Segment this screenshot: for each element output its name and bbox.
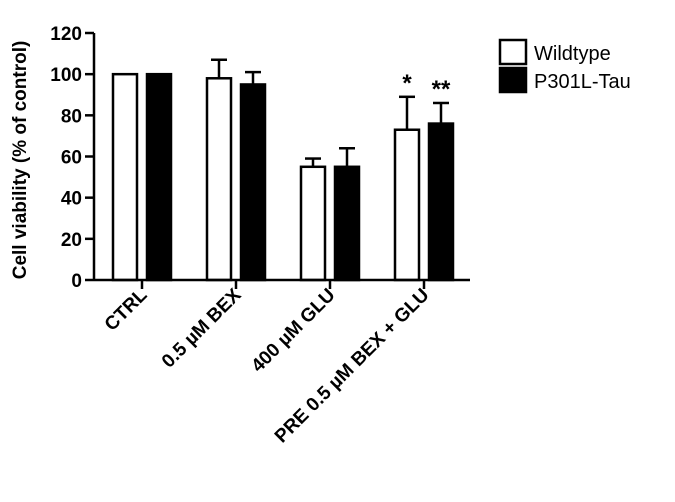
category-label: 0.5 µM BEX bbox=[158, 284, 246, 372]
category-label: PRE 0.5 µM BEX + GLU bbox=[271, 285, 434, 448]
bar-p301l-tau bbox=[333, 165, 361, 282]
y-tick-label: 20 bbox=[61, 230, 82, 251]
significance-annotations: * ** bbox=[402, 70, 451, 103]
y-tick-label: 60 bbox=[61, 148, 82, 169]
y-tick-label: 100 bbox=[50, 65, 82, 86]
significance-marker: * bbox=[402, 70, 412, 97]
legend: Wildtype P301L-Tau bbox=[498, 38, 631, 94]
category-label: 400 µM GLU bbox=[248, 285, 340, 377]
bar-p301l-tau bbox=[427, 122, 455, 282]
bar-p301l-tau bbox=[239, 83, 267, 282]
bar-wildtype bbox=[393, 128, 421, 282]
y-axis: 0 20 40 60 80 100 120 bbox=[50, 24, 96, 292]
y-tick-label: 80 bbox=[61, 106, 82, 127]
y-tick-label: 40 bbox=[61, 189, 82, 210]
y-tick-label: 0 bbox=[71, 271, 82, 292]
y-axis-title: Cell viability (% of control) bbox=[10, 41, 31, 280]
significance-marker: ** bbox=[432, 76, 451, 103]
bar-wildtype bbox=[299, 165, 327, 282]
legend-label: P301L-Tau bbox=[534, 71, 631, 93]
legend-label: Wildtype bbox=[534, 43, 611, 65]
bar-p301l-tau bbox=[145, 72, 173, 282]
bar-wildtype bbox=[205, 77, 233, 282]
bar-wildtype bbox=[111, 72, 139, 282]
category-label: CTRL bbox=[101, 284, 152, 335]
legend-swatch bbox=[498, 66, 528, 94]
legend-swatch bbox=[498, 38, 528, 66]
y-tick-label: 120 bbox=[50, 24, 82, 45]
